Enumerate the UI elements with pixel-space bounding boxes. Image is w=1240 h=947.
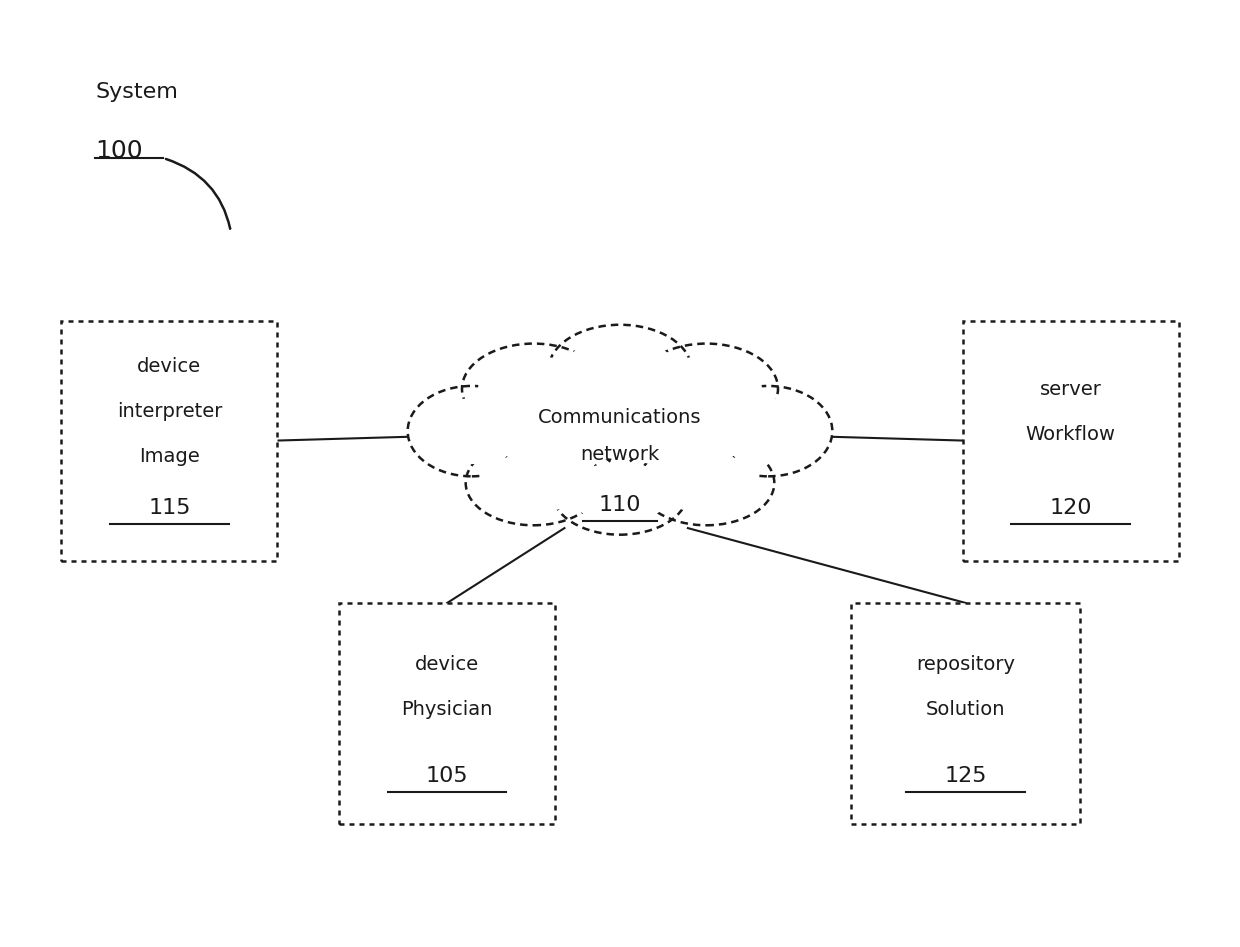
Ellipse shape — [655, 453, 758, 513]
Ellipse shape — [568, 462, 672, 523]
Ellipse shape — [639, 440, 774, 526]
Ellipse shape — [722, 398, 815, 464]
FancyArrowPatch shape — [166, 159, 231, 228]
Text: 100: 100 — [95, 139, 143, 163]
Ellipse shape — [479, 356, 589, 421]
Ellipse shape — [425, 398, 518, 464]
Ellipse shape — [635, 344, 777, 434]
Ellipse shape — [704, 386, 832, 476]
Ellipse shape — [490, 375, 651, 478]
Bar — [340, 603, 556, 824]
Ellipse shape — [466, 440, 601, 526]
Text: Solution: Solution — [926, 700, 1006, 719]
Text: System: System — [95, 81, 179, 101]
Text: server: server — [1039, 380, 1101, 399]
Text: Physician: Physician — [402, 700, 492, 719]
Text: Communications: Communications — [538, 407, 702, 426]
Text: 125: 125 — [945, 765, 987, 785]
Ellipse shape — [506, 387, 635, 466]
Text: Workflow: Workflow — [1025, 425, 1116, 444]
Text: interpreter: interpreter — [117, 402, 222, 421]
Bar — [852, 603, 1080, 824]
Text: device: device — [138, 357, 201, 376]
Ellipse shape — [651, 356, 761, 421]
Ellipse shape — [463, 344, 605, 434]
Text: device: device — [415, 655, 479, 674]
Ellipse shape — [589, 375, 750, 478]
Ellipse shape — [408, 386, 536, 476]
Text: 110: 110 — [599, 494, 641, 514]
Text: 115: 115 — [148, 498, 191, 518]
Ellipse shape — [605, 387, 734, 466]
Text: Image: Image — [139, 447, 200, 467]
Text: repository: repository — [916, 655, 1016, 674]
Ellipse shape — [564, 337, 676, 402]
Bar — [62, 320, 278, 561]
Text: 120: 120 — [1049, 498, 1092, 518]
Ellipse shape — [548, 325, 692, 415]
Bar — [962, 320, 1178, 561]
Text: network: network — [580, 445, 660, 464]
Text: 105: 105 — [425, 765, 469, 785]
Ellipse shape — [482, 453, 585, 513]
Ellipse shape — [552, 450, 688, 535]
